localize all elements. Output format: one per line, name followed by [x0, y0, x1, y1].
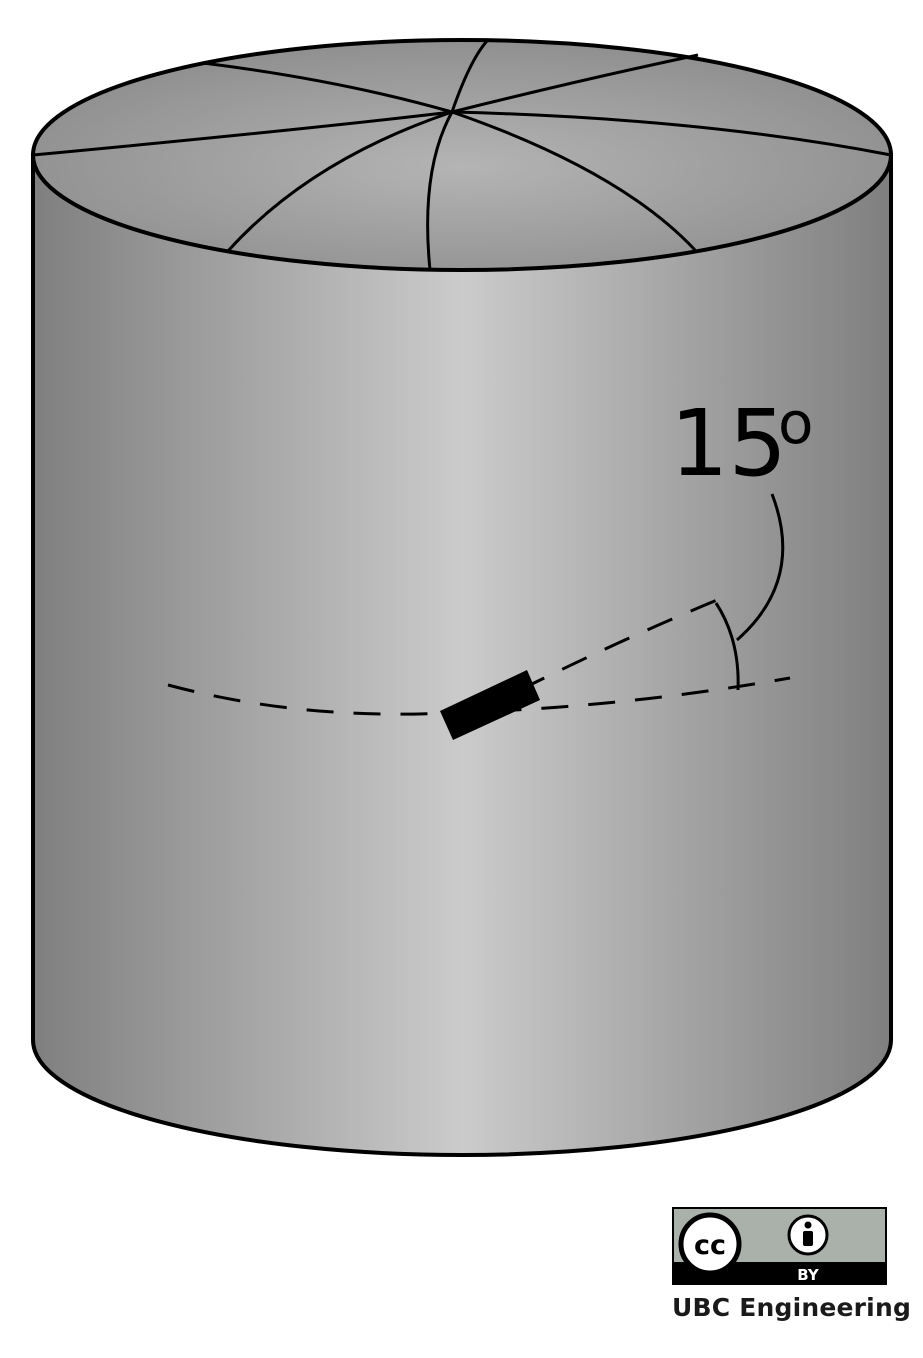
roof-rib — [451, 53, 699, 114]
tank-roof — [31, 38, 893, 272]
cc-logo-text: cc — [694, 1230, 726, 1261]
roof-rib — [451, 110, 697, 252]
tank-body — [31, 153, 893, 1157]
credit-text: UBC Engineering — [672, 1293, 912, 1322]
roof-rib — [32, 110, 453, 157]
angle-label: 15 — [670, 390, 787, 497]
cc-logo-icon — [678, 1212, 742, 1276]
roof-rib — [202, 61, 453, 114]
roof-ribs — [32, 40, 892, 271]
roof-rib — [451, 110, 892, 157]
degree-symbol: o — [778, 389, 814, 457]
angle-arc — [714, 602, 740, 691]
inclined-reference-line — [519, 596, 723, 692]
roof-rib — [426, 111, 454, 271]
attribution-person-icon — [787, 1214, 829, 1256]
cc-by-license-badge: cc BY — [672, 1207, 887, 1285]
angle-leader-line — [736, 493, 785, 642]
roof-rib — [450, 40, 489, 113]
tilted-gauge-marker — [440, 670, 540, 740]
roof-rib — [226, 110, 453, 253]
horizontal-reference-line — [167, 676, 791, 716]
by-label: BY — [797, 1266, 820, 1284]
